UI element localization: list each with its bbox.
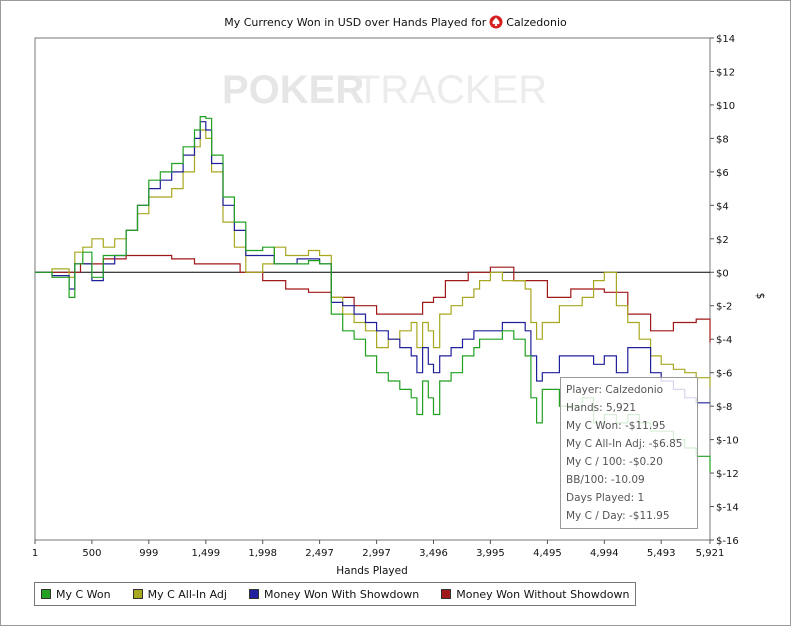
y-tick-label: $-4 [716, 335, 732, 346]
tooltip-line: My C Won: -$11.95 [566, 420, 666, 432]
y-tick-label: $2 [716, 235, 729, 246]
x-tick-label: 5,921 [696, 548, 725, 559]
watermark-text-left: POKER [222, 68, 364, 112]
legend-label: My C All-In Adj [147, 587, 227, 601]
x-axis-label: Hands Played [336, 565, 407, 577]
chart-title: My Currency Won in USD over Hands Played… [0, 15, 791, 29]
pokerstars-spade-icon [489, 15, 503, 29]
legend-label: Money Won Without Showdown [456, 587, 630, 601]
x-tick-label: 500 [82, 548, 101, 559]
legend-swatch [248, 589, 259, 599]
legend-label: Money Won With Showdown [263, 587, 420, 601]
x-tick-label: 3,995 [476, 548, 505, 559]
tooltip-line: Hands: 5,921 [566, 402, 637, 414]
chart-legend: My C Won My C All-In Adj Money Won With Sh… [34, 582, 637, 606]
x-tick-label: 4,994 [590, 548, 619, 559]
y-axis-label: $ [754, 293, 766, 300]
y-tick-label: $-8 [716, 402, 732, 413]
y-tick-label: $10 [716, 101, 735, 112]
legend-swatch [132, 589, 143, 599]
legend-label: My C Won [56, 587, 111, 601]
legend-swatch [441, 589, 452, 599]
legend-item: Money Won With Showdown [248, 587, 420, 601]
y-tick-label: $-12 [716, 469, 739, 480]
y-tick-label: $4 [716, 201, 729, 212]
y-tick-label: $12 [716, 67, 735, 78]
player-summary-tooltip: Player: Calzedonio Hands: 5,921 My C Won: … [560, 377, 698, 529]
chart-title-player: Calzedonio [506, 15, 567, 29]
x-tick-label: 5,493 [647, 548, 676, 559]
y-tick-label: $-2 [716, 302, 732, 313]
x-tick-label: 2,497 [305, 548, 334, 559]
x-tick-label: 3,496 [419, 548, 448, 559]
pokertracker-watermark: POKER TRACKER [222, 68, 547, 112]
legend-item: Money Won Without Showdown [441, 588, 629, 601]
x-tick-label: 1,998 [248, 548, 277, 559]
chart-title-text: My Currency Won in USD over Hands Played… [224, 15, 487, 29]
tooltip-line: Days Played: 1 [566, 492, 645, 504]
legend-item: My C Won [41, 588, 111, 601]
y-tick-label: $6 [716, 168, 729, 179]
y-tick-label: $0 [716, 268, 729, 279]
tooltip-line: My C / Day: -$11.95 [566, 510, 670, 522]
legend-item: My C All-In Adj [132, 587, 227, 601]
tooltip-line: Player: Calzedonio [566, 384, 664, 396]
tooltip-line: My C All-In Adj: -$6.85 [566, 438, 683, 450]
y-tick-label: $-6 [716, 369, 732, 380]
y-tick-label: $8 [716, 134, 729, 145]
y-tick-label: $-16 [716, 536, 739, 547]
x-tick-label: 2,997 [362, 548, 391, 559]
tooltip-line: My C / 100: -$0.20 [566, 456, 663, 468]
legend-swatch [41, 589, 51, 599]
series-line-2 [35, 129, 711, 387]
watermark-text-right: TRACKER [356, 68, 547, 112]
series-line-4 [35, 254, 711, 343]
tooltip-line: BB/100: -10.09 [566, 474, 645, 486]
series-line-3 [35, 121, 710, 404]
x-tick-label: 999 [139, 548, 158, 559]
y-tick-label: $-14 [716, 503, 739, 514]
y-tick-label: $14 [716, 34, 735, 45]
plot-area [34, 37, 711, 541]
y-tick-label: $-10 [716, 436, 739, 447]
x-tick-label: 1 [32, 548, 38, 559]
x-tick-label: 4,495 [533, 548, 562, 559]
x-tick-label: 1,499 [191, 548, 220, 559]
